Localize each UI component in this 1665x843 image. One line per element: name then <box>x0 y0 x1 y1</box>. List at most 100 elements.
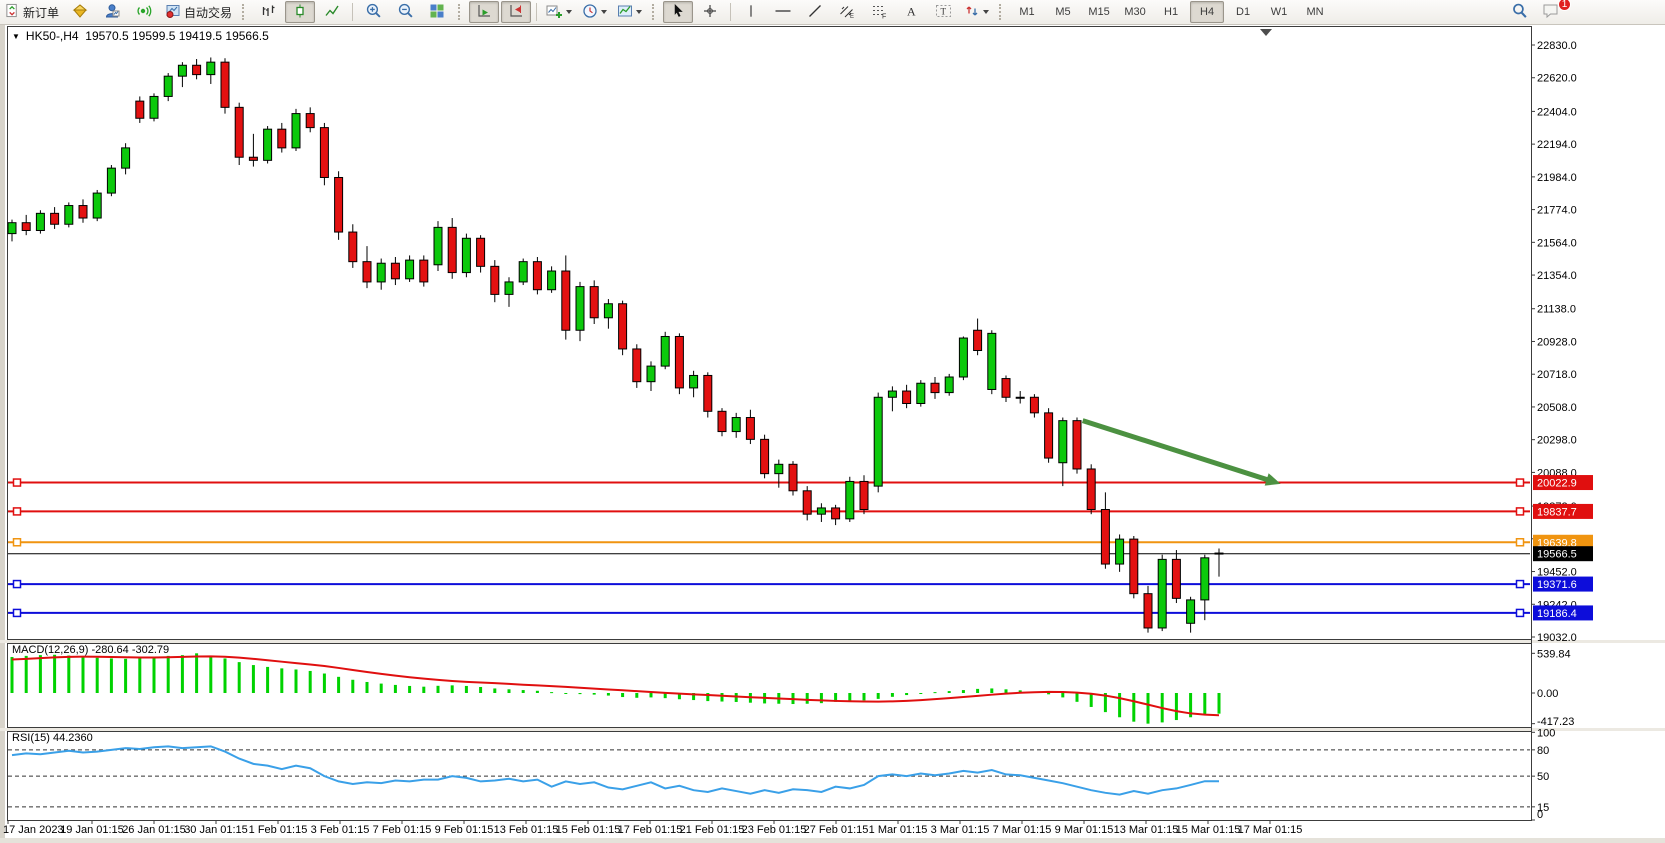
candlestick[interactable] <box>1143 593 1153 629</box>
candlestick[interactable] <box>1086 468 1096 511</box>
pane-splitter[interactable] <box>0 640 1665 643</box>
candlestick[interactable] <box>987 332 997 390</box>
candlestick[interactable] <box>1157 558 1167 629</box>
candlestick[interactable] <box>291 113 301 149</box>
candlestick[interactable] <box>930 382 940 394</box>
candlestick[interactable] <box>547 270 557 291</box>
trendline-tool-button[interactable] <box>800 1 830 23</box>
candlestick[interactable] <box>760 438 770 475</box>
candlestick[interactable] <box>944 376 954 394</box>
candlestick[interactable] <box>206 61 216 76</box>
candlestick[interactable] <box>121 147 131 169</box>
new-order-button[interactable]: 新订单 <box>1 1 63 23</box>
tile-windows-button[interactable] <box>422 1 452 23</box>
channel-tool-button[interactable]: E <box>832 1 862 23</box>
search-button[interactable] <box>1504 1 1534 23</box>
chart-menu-icon[interactable]: ▼ <box>12 32 20 41</box>
horizontal-line-tool-button[interactable] <box>768 1 798 23</box>
crosshair-tool-button[interactable] <box>695 1 725 23</box>
candlestick[interactable] <box>902 390 912 405</box>
candlestick[interactable] <box>859 480 869 511</box>
timeframe-M5[interactable]: M5 <box>1055 6 1071 18</box>
candlestick[interactable] <box>1200 557 1210 601</box>
candlestick[interactable] <box>177 64 187 77</box>
candlestick[interactable] <box>305 113 315 129</box>
candlestick[interactable] <box>1001 378 1011 398</box>
candlestick[interactable] <box>21 222 31 231</box>
candlestick[interactable] <box>419 259 429 283</box>
candlestick[interactable] <box>78 205 88 219</box>
market-watch-button[interactable] <box>65 1 95 23</box>
candlestick[interactable] <box>319 127 329 178</box>
bar-chart-mode-button[interactable] <box>253 1 283 23</box>
line-handle[interactable] <box>12 538 22 547</box>
candlestick[interactable] <box>334 176 344 233</box>
candlestick[interactable] <box>845 480 855 520</box>
chart-shift-button[interactable] <box>501 1 532 23</box>
candlestick[interactable] <box>745 417 755 440</box>
timeframe-M1[interactable]: M1 <box>1019 6 1035 18</box>
candlestick[interactable] <box>64 205 74 225</box>
candlestick[interactable] <box>774 463 784 475</box>
auto-trading-button[interactable]: 自动交易 <box>161 1 236 23</box>
candlestick[interactable] <box>461 237 471 274</box>
candlestick[interactable] <box>35 212 45 231</box>
timeframe-M30[interactable]: M30 <box>1124 6 1146 18</box>
line-handle[interactable] <box>12 579 22 589</box>
candlestick[interactable] <box>1115 538 1125 565</box>
new-chart-button[interactable] <box>542 1 576 23</box>
candlestick[interactable] <box>916 382 926 405</box>
candlestick[interactable] <box>632 348 642 383</box>
line-handle[interactable] <box>1515 538 1525 547</box>
line-handle[interactable] <box>1515 579 1525 589</box>
candlestick[interactable] <box>447 226 457 274</box>
candlestick[interactable] <box>362 261 372 283</box>
candlestick[interactable] <box>589 286 599 319</box>
candlestick[interactable] <box>220 61 230 108</box>
signal-button[interactable] <box>129 1 159 23</box>
candlestick[interactable] <box>149 95 159 119</box>
candlestick[interactable] <box>192 64 202 76</box>
candlestick[interactable] <box>135 100 145 119</box>
candlestick[interactable] <box>106 167 116 194</box>
candlestick[interactable] <box>433 226 443 266</box>
line-handle[interactable] <box>12 507 22 516</box>
candlestick[interactable] <box>532 261 542 291</box>
candlestick[interactable] <box>1058 420 1068 464</box>
timeframe-H4[interactable]: H4 <box>1190 1 1225 23</box>
timeframe-MN[interactable]: MN <box>1306 6 1324 18</box>
candlestick[interactable] <box>376 262 386 283</box>
vertical-line-tool-button[interactable] <box>736 1 766 23</box>
chart-shift-marker[interactable] <box>1260 29 1272 36</box>
candlestick[interactable] <box>405 259 415 280</box>
candlestick[interactable] <box>575 286 585 331</box>
line-handle[interactable] <box>1515 478 1525 487</box>
candlestick[interactable] <box>831 507 841 520</box>
candlestick[interactable] <box>263 128 273 161</box>
candlestick[interactable] <box>660 335 670 367</box>
candlestick[interactable] <box>1044 412 1054 459</box>
timeframe-W1[interactable]: W1 <box>1270 6 1288 18</box>
candlestick[interactable] <box>1072 420 1082 470</box>
candlestick[interactable] <box>163 75 173 97</box>
candlestick[interactable] <box>7 222 17 235</box>
candlestick[interactable] <box>1129 538 1139 595</box>
candlestick[interactable] <box>504 281 514 295</box>
candlestick[interactable] <box>689 374 699 389</box>
candlestick[interactable] <box>717 410 727 433</box>
candlestick[interactable] <box>873 396 883 487</box>
profile-button[interactable] <box>97 1 127 23</box>
candlestick[interactable] <box>1015 396 1025 399</box>
candlestick[interactable] <box>646 365 656 383</box>
timeframe-H1[interactable]: H1 <box>1164 6 1179 18</box>
candlestick[interactable] <box>92 192 102 219</box>
line-handle[interactable] <box>1515 507 1525 516</box>
trend-arrow-head[interactable] <box>1264 473 1281 486</box>
timeframe-D1[interactable]: D1 <box>1236 6 1251 18</box>
candlestick[interactable] <box>50 212 60 225</box>
fibonacci-tool-button[interactable]: F <box>864 1 894 23</box>
candlestick[interactable] <box>1029 396 1039 414</box>
candlestick[interactable] <box>348 231 358 263</box>
zoom-in-button[interactable] <box>358 1 388 23</box>
candlestick[interactable] <box>476 237 486 267</box>
